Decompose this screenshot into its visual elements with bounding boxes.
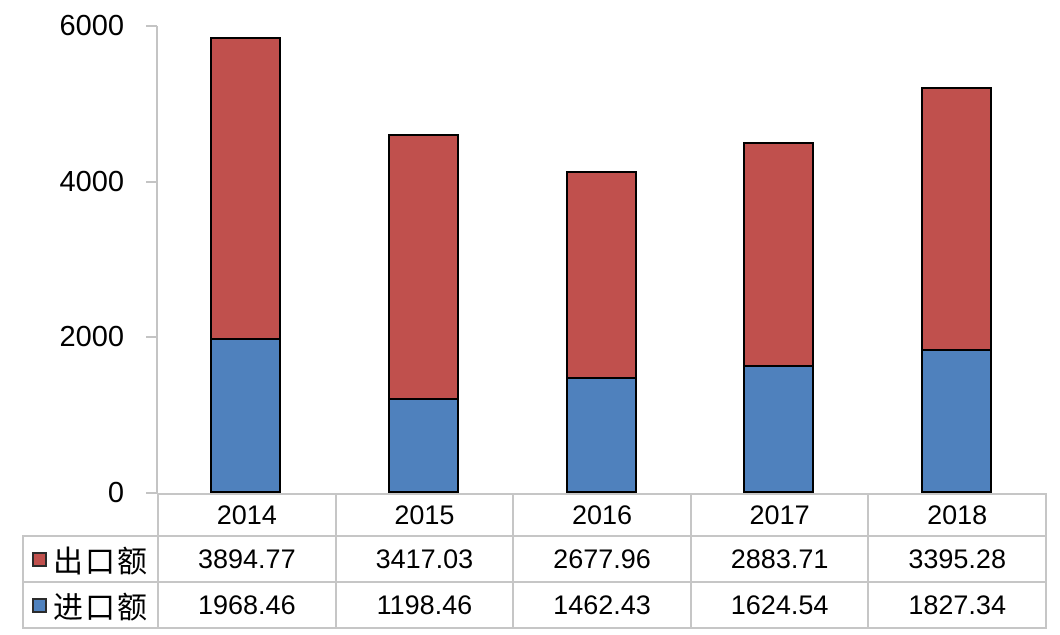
y-axis-line <box>156 26 158 493</box>
bar-segment-export-2015 <box>387 133 459 400</box>
bar-segment-export-2018 <box>920 86 992 351</box>
bar-segment-import-2018 <box>920 350 992 493</box>
legend-key-export-icon <box>32 551 47 567</box>
table-cell: 1968.46 <box>157 581 337 629</box>
table-cell: 1827.34 <box>867 581 1047 629</box>
table-cell: 3395.28 <box>867 535 1047 583</box>
bar-segment-import-2014 <box>210 339 282 493</box>
table-cell: 3417.03 <box>334 535 515 583</box>
year-label: 2014 <box>157 493 337 537</box>
table-row-export: 出口额 3894.77 3417.03 2677.96 2883.71 3395… <box>22 535 1047 583</box>
legend-label-export: 出口额 <box>53 546 149 579</box>
legend-cell-export: 出口额 <box>22 535 159 583</box>
bar-2016 <box>565 170 637 493</box>
bar-segment-export-2014 <box>210 36 282 340</box>
bar-2015 <box>387 133 459 493</box>
table-cell: 1624.54 <box>689 581 870 629</box>
data-table: 2014 2015 2016 2017 2018 出口额 3894.77 341… <box>22 493 1047 629</box>
legend-cell-import: 进口额 <box>22 581 159 629</box>
y-axis-tick-mark <box>146 336 157 339</box>
bar-2017 <box>743 142 815 493</box>
table-corner-cell <box>23 494 159 537</box>
table-row-import: 进口额 1968.46 1198.46 1462.43 1624.54 1827… <box>22 581 1047 629</box>
legend-label-import: 进口额 <box>53 592 149 625</box>
year-label: 2018 <box>867 493 1047 537</box>
table-cell: 3894.77 <box>157 535 337 583</box>
bar-segment-export-2016 <box>565 170 637 380</box>
bar-2014 <box>210 36 282 493</box>
y-axis-tick-label: 6000 <box>59 10 124 42</box>
year-label: 2016 <box>512 493 692 537</box>
y-axis-tick-mark <box>146 25 157 27</box>
bar-segment-import-2017 <box>743 366 815 493</box>
table-cell: 1462.43 <box>512 581 692 629</box>
table-cell: 2883.71 <box>689 535 870 583</box>
y-axis-tick-label: 2000 <box>59 321 124 354</box>
bar-segment-import-2015 <box>387 399 459 493</box>
bar-segment-export-2017 <box>743 142 815 367</box>
y-axis-tick-mark <box>146 180 157 183</box>
year-label: 2015 <box>334 493 515 537</box>
bar-segment-import-2016 <box>565 379 637 493</box>
year-label: 2017 <box>689 493 870 537</box>
table-cell: 1198.46 <box>334 581 515 629</box>
y-axis-tick-label: 4000 <box>59 165 124 198</box>
table-row-years: 2014 2015 2016 2017 2018 <box>23 493 1047 537</box>
legend-key-import-icon <box>32 597 47 613</box>
table-cell: 2677.96 <box>512 535 692 583</box>
bar-2018 <box>920 86 992 493</box>
y-axis-tick-mark <box>146 492 157 494</box>
